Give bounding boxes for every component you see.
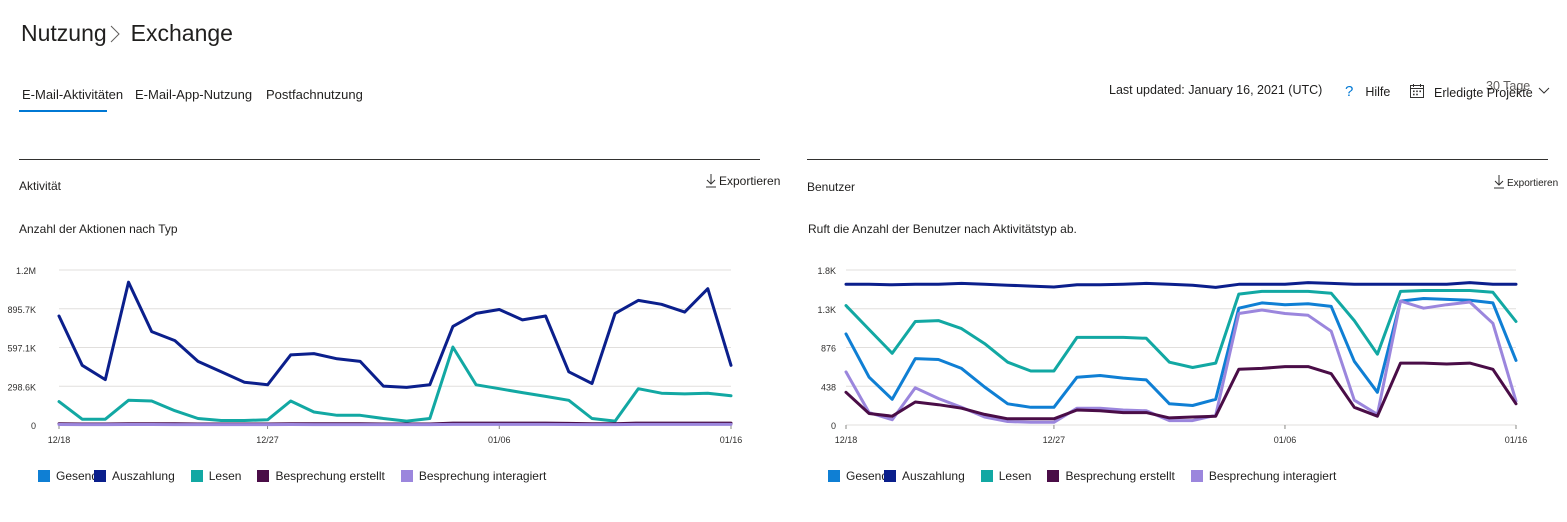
legend-item-lesen[interactable]: Lesen (190, 469, 242, 483)
y-tick-label: 438 (821, 382, 836, 392)
chevron-down-icon (1538, 87, 1550, 94)
download-icon (706, 174, 716, 188)
legend-label: Besprechung interagiert (418, 469, 547, 483)
right-export-button[interactable]: Exportieren (1494, 175, 1558, 189)
legend-swatch (1190, 470, 1203, 482)
x-tick-label: 01/16 (1505, 435, 1528, 445)
y-tick-label: 0 (831, 421, 836, 431)
legend-item-gesendet[interactable]: Gesend (38, 469, 98, 483)
right-chart-subtitle: Ruft die Anzahl der Benutzer nach Aktivi… (808, 222, 1077, 236)
right-export-label: Exportieren (1507, 178, 1559, 189)
y-tick-label: 876 (821, 344, 836, 354)
y-tick-label: 1.8K (817, 266, 836, 276)
page-title: Exchange (130, 20, 233, 46)
y-tick-label: 1.3K (817, 305, 836, 315)
x-tick-label: 12/18 (835, 435, 858, 445)
breadcrumb-parent[interactable]: Nutzung (21, 20, 107, 46)
users-section-title: Benutzer (807, 180, 856, 194)
legend-swatch (94, 470, 107, 482)
x-tick-label: 01/16 (720, 435, 743, 445)
legend-label: Besprechung interagiert (1208, 469, 1337, 483)
y-tick-label: 1.2M (16, 266, 36, 276)
legend-swatch (257, 470, 270, 482)
legend-label: Auszahlung (902, 469, 965, 483)
legend-swatch (980, 470, 993, 482)
active-tab-indicator (19, 110, 107, 112)
legend-label: Gesend (846, 469, 889, 483)
right-legend: Gesend Auszahlung Lesen Besprechung erstell… (828, 469, 1352, 483)
legend-swatch (400, 470, 413, 482)
legend-swatch (1047, 470, 1060, 482)
last-updated-text: Last updated: January 16, 2021 (UTC) (1109, 83, 1323, 97)
period-label: 30 Tage (1486, 79, 1531, 93)
series-line-besprechung-erstellt[interactable] (844, 361, 1518, 421)
legend-item-besprechung-erstellt[interactable]: Besprechung erstellt (257, 469, 385, 483)
series-line-lesen[interactable] (844, 289, 1518, 373)
legend-swatch (38, 470, 50, 482)
activity-section-title: Aktivität (19, 179, 62, 193)
left-chart-subtitle: Anzahl der Aktionen nach Typ (19, 222, 178, 236)
y-tick-label: 0 (31, 421, 36, 431)
x-tick-label: 01/06 (1274, 435, 1297, 445)
legend-swatch (884, 470, 897, 482)
breadcrumb: Nutzung Exchange (21, 20, 233, 47)
tab-email-app-usage[interactable]: E-Mail-App-Nutzung (135, 87, 253, 102)
tab-mailbox-usage[interactable]: Postfachnutzung (266, 87, 363, 102)
series-line-auszahlung[interactable] (57, 280, 733, 389)
period-dropdown[interactable]: 30 Tage Erledigte Projekte (1409, 79, 1550, 100)
legend-label: Gesend (56, 469, 99, 483)
help-icon: ? (1345, 83, 1354, 100)
period-overlay-label: Erledigte Projekte (1434, 86, 1533, 100)
users-line-chart: 0 438 876 1.3K 1.8K 12/18 12/27 01/06 01/16 (817, 266, 1528, 445)
right-panel-divider (807, 159, 1548, 160)
legend-label: Lesen (208, 469, 242, 483)
series-line-lesen[interactable] (57, 345, 733, 423)
chevron-right-icon (110, 25, 120, 42)
activity-line-chart: 0 298.6K 597.1K 895.7K 1.2M 12/18 12/27 01/06 01… (7, 266, 743, 445)
help-label: Hilfe (1365, 84, 1391, 99)
help-button[interactable]: ? Hilfe (1345, 83, 1390, 100)
left-export-label: Exportieren (719, 174, 781, 188)
left-legend: Gesend Auszahlung Lesen Besprechung erstell… (38, 469, 562, 483)
legend-item-besprechung-interagiert[interactable]: Besprechung interagiert (1190, 469, 1337, 483)
left-panel-divider (19, 159, 760, 160)
y-tick-label: 895.7K (7, 305, 36, 315)
x-tick-label: 12/27 (256, 435, 279, 445)
tab-email-activities[interactable]: E-Mail-Aktivitäten (22, 87, 124, 102)
x-tick-label: 12/18 (48, 435, 71, 445)
legend-item-auszahlung[interactable]: Auszahlung (884, 469, 965, 483)
legend-item-gesendet[interactable]: Gesend (828, 469, 888, 483)
download-icon (1494, 175, 1504, 189)
legend-label: Auszahlung (112, 469, 175, 483)
legend-item-besprechung-interagiert[interactable]: Besprechung interagiert (400, 469, 547, 483)
legend-label: Lesen (998, 469, 1032, 483)
calendar-icon (1410, 84, 1424, 98)
x-tick-label: 12/27 (1043, 435, 1066, 445)
series-line-besprechung-interagiert[interactable] (844, 299, 1518, 424)
legend-item-besprechung-erstellt[interactable]: Besprechung erstellt (1047, 469, 1175, 483)
legend-item-auszahlung[interactable]: Auszahlung (94, 469, 175, 483)
x-tick-label: 01/06 (488, 435, 511, 445)
legend-swatch (190, 470, 203, 482)
legend-label: Besprechung erstellt (1065, 469, 1175, 483)
y-tick-label: 597.1K (7, 344, 36, 354)
y-tick-label: 298.6K (7, 382, 36, 392)
series-line-auszahlung[interactable] (844, 281, 1518, 289)
legend-item-lesen[interactable]: Lesen (980, 469, 1032, 483)
legend-label: Besprechung erstellt (275, 469, 385, 483)
series-line-gesendet[interactable] (844, 297, 1518, 409)
legend-swatch (828, 470, 840, 482)
left-export-button[interactable]: Exportieren (706, 174, 780, 188)
